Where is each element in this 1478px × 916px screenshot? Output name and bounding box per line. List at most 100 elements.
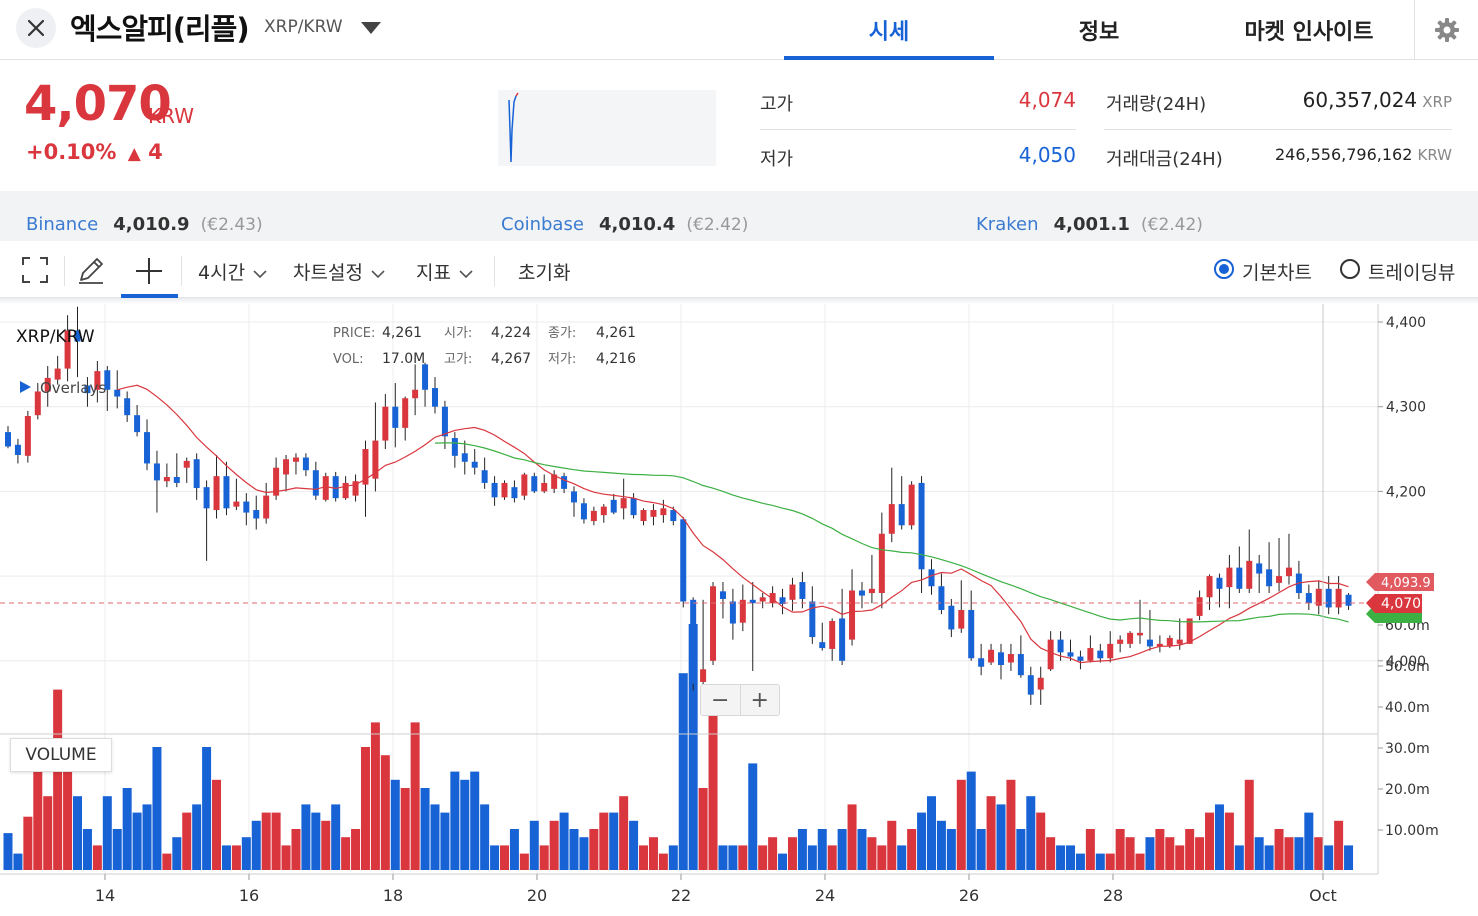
volume-bar (212, 779, 222, 870)
draw-button[interactable] (77, 256, 105, 288)
play-icon[interactable] (20, 381, 31, 393)
settings-button[interactable] (1414, 0, 1478, 60)
candle-body (64, 330, 71, 369)
volume-bar (450, 771, 460, 870)
candle-body (1246, 560, 1253, 589)
legend-low-key: 저가: (548, 352, 576, 367)
volume-bar (23, 816, 33, 870)
price-chart[interactable]: XRP/KRW Overlays PRICE: 4,261 시가: 4,224 … (0, 304, 1478, 916)
chart-settings-dropdown[interactable]: 차트설정 (293, 258, 385, 285)
exchange-binance[interactable]: Binance 4,010.9 (€2.43) (26, 214, 263, 235)
time-tick-label: 20 (527, 886, 547, 905)
legend-vol-key: VOL: (333, 352, 364, 367)
tab-market-insight[interactable]: 마켓 인사이트 (1244, 20, 1374, 45)
candle-body (283, 459, 290, 475)
candle-body (402, 398, 409, 428)
chart-toolbar (0, 242, 1478, 298)
volume-bar (92, 845, 102, 870)
basic-chart-radio[interactable] (1214, 259, 1234, 279)
volume-bar (490, 845, 500, 870)
candle-body (1276, 576, 1283, 583)
volume-bar (658, 853, 668, 870)
header-bar (0, 0, 1478, 60)
volume-24h-label: 거래량(24H) (1106, 94, 1207, 115)
volume-bar (102, 796, 112, 870)
change-percent: +0.10% (26, 140, 117, 164)
candle-body (700, 669, 707, 682)
candle-body (759, 597, 766, 602)
exchange-name: Binance (26, 214, 99, 235)
candle-body (630, 498, 637, 516)
candle-body (1027, 675, 1034, 695)
price-axis-ticks: 4,400 4,300 4,200 4,000 (1378, 315, 1426, 670)
legend-close-key: 종가: (548, 326, 576, 341)
candle-body (14, 444, 21, 455)
candle-body (878, 533, 885, 594)
candle-body (1305, 593, 1312, 604)
time-tick-label: Oct (1309, 886, 1337, 905)
coin-dropdown-button[interactable] (360, 20, 382, 39)
ma-short-line (117, 384, 1349, 664)
volume-bar (648, 837, 658, 870)
volume-bar (1214, 804, 1224, 870)
reset-button[interactable]: 초기화 (518, 262, 571, 284)
candle-body (779, 597, 786, 605)
interval-dropdown[interactable]: 4시간 (198, 258, 267, 285)
exchange-prices-bar (0, 191, 1478, 241)
candle-body (541, 482, 548, 492)
volume-bar (1274, 829, 1284, 870)
toolbar-separator (64, 256, 65, 286)
legend-high-value: 4,267 (491, 351, 531, 367)
candle-body (382, 406, 389, 441)
candle-body (193, 459, 200, 489)
volume-bars (3, 624, 1354, 870)
volume-bar (331, 804, 341, 870)
volume-bar (639, 845, 649, 870)
candle-body (680, 519, 687, 602)
candle-body (173, 477, 180, 483)
time-tick-label: 16 (239, 886, 259, 905)
volume-bar (73, 796, 83, 870)
overlays-toggle[interactable]: Overlays (40, 379, 106, 397)
volume-bar (1006, 779, 1016, 870)
tradingview-label[interactable]: 트레이딩뷰 (1368, 262, 1456, 284)
zoom-out-button[interactable]: − (711, 687, 730, 713)
volume-bar (728, 845, 738, 870)
indicators-dropdown[interactable]: 지표 (416, 258, 473, 285)
candle-body (302, 457, 309, 471)
amount-24h-unit: KRW (1417, 146, 1452, 164)
tradingview-radio[interactable] (1340, 259, 1360, 279)
volume-bar (420, 788, 430, 870)
candle-body (372, 440, 379, 479)
candle-body (819, 642, 826, 649)
crosshair-button[interactable] (135, 257, 163, 289)
tab-info[interactable]: 정보 (1078, 20, 1120, 45)
volume-bar (241, 837, 251, 870)
candle-body (749, 599, 756, 604)
candle-body (1137, 632, 1144, 636)
tab-price[interactable]: 시세 (868, 20, 910, 45)
volume-tick-label: 10.00m (1385, 823, 1439, 839)
mini-sparkline (498, 90, 716, 166)
volume-bar (708, 689, 718, 870)
volume-bar (1205, 812, 1215, 870)
exchange-kraken[interactable]: Kraken 4,001.1 (€2.42) (976, 214, 1203, 235)
candle-body (898, 504, 905, 526)
exchange-coinbase[interactable]: Coinbase 4,010.4 (€2.42) (501, 214, 748, 235)
fullscreen-button[interactable] (22, 257, 48, 287)
volume-bar (410, 722, 420, 870)
candle-body (203, 487, 210, 509)
candle-body (253, 510, 260, 519)
basic-chart-label[interactable]: 기본차트 (1242, 262, 1312, 284)
volume-bar (748, 763, 758, 870)
volume-bar (778, 853, 788, 870)
candle-body (610, 499, 617, 513)
candle-body (580, 503, 587, 520)
current-price: 4,070 (24, 76, 172, 132)
close-button[interactable] (16, 8, 56, 48)
zoom-in-button[interactable]: + (739, 685, 780, 715)
volume-bar (847, 804, 857, 870)
candle-body (1216, 577, 1223, 589)
candle-body (829, 620, 836, 649)
